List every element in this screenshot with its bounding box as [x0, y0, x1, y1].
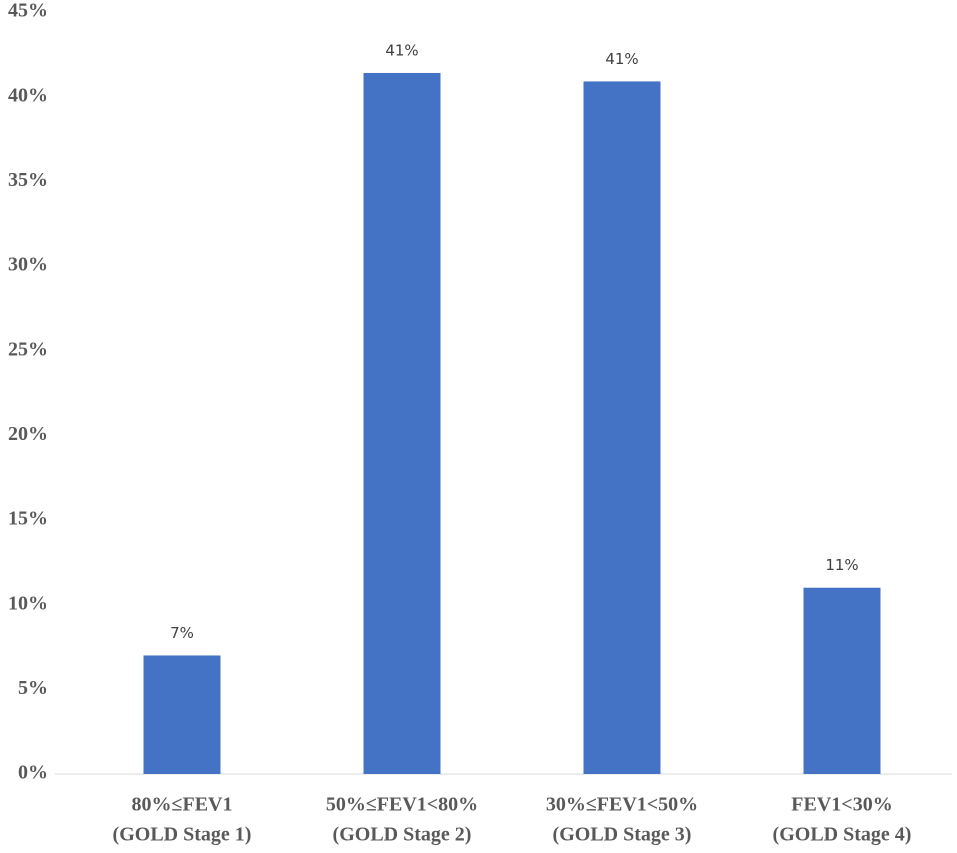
y-tick-label: 15% [8, 508, 48, 530]
bar [803, 587, 881, 774]
y-tick-label: 40% [8, 84, 48, 106]
bar [143, 655, 221, 774]
data-label: 11% [825, 556, 858, 574]
x-tick-label: (GOLD Stage 2) [333, 824, 472, 846]
bar [363, 72, 441, 774]
y-tick-label: 5% [18, 677, 48, 699]
y-tick-label: 35% [8, 169, 48, 191]
y-tick-label: 30% [8, 254, 48, 276]
y-tick-label: 10% [8, 592, 48, 614]
x-tick-label: 30%≤FEV1<50% [546, 794, 698, 816]
x-tick-label: FEV1<30% [791, 794, 892, 816]
y-tick-label: 20% [8, 423, 48, 445]
x-tick-label: (GOLD Stage 3) [553, 824, 692, 846]
data-label: 41% [385, 41, 418, 59]
y-tick-label: 0% [18, 762, 48, 784]
data-label: 41% [605, 50, 638, 68]
y-tick-label: 25% [8, 338, 48, 360]
bar [583, 81, 661, 775]
x-tick-label: 80%≤FEV1 [132, 794, 233, 816]
x-tick-label: (GOLD Stage 4) [773, 824, 912, 846]
x-tick-label: (GOLD Stage 1) [113, 824, 252, 846]
x-tick-label: 50%≤FEV1<80% [326, 794, 478, 816]
y-tick-label: 45% [8, 0, 48, 22]
data-label: 7% [170, 624, 194, 642]
